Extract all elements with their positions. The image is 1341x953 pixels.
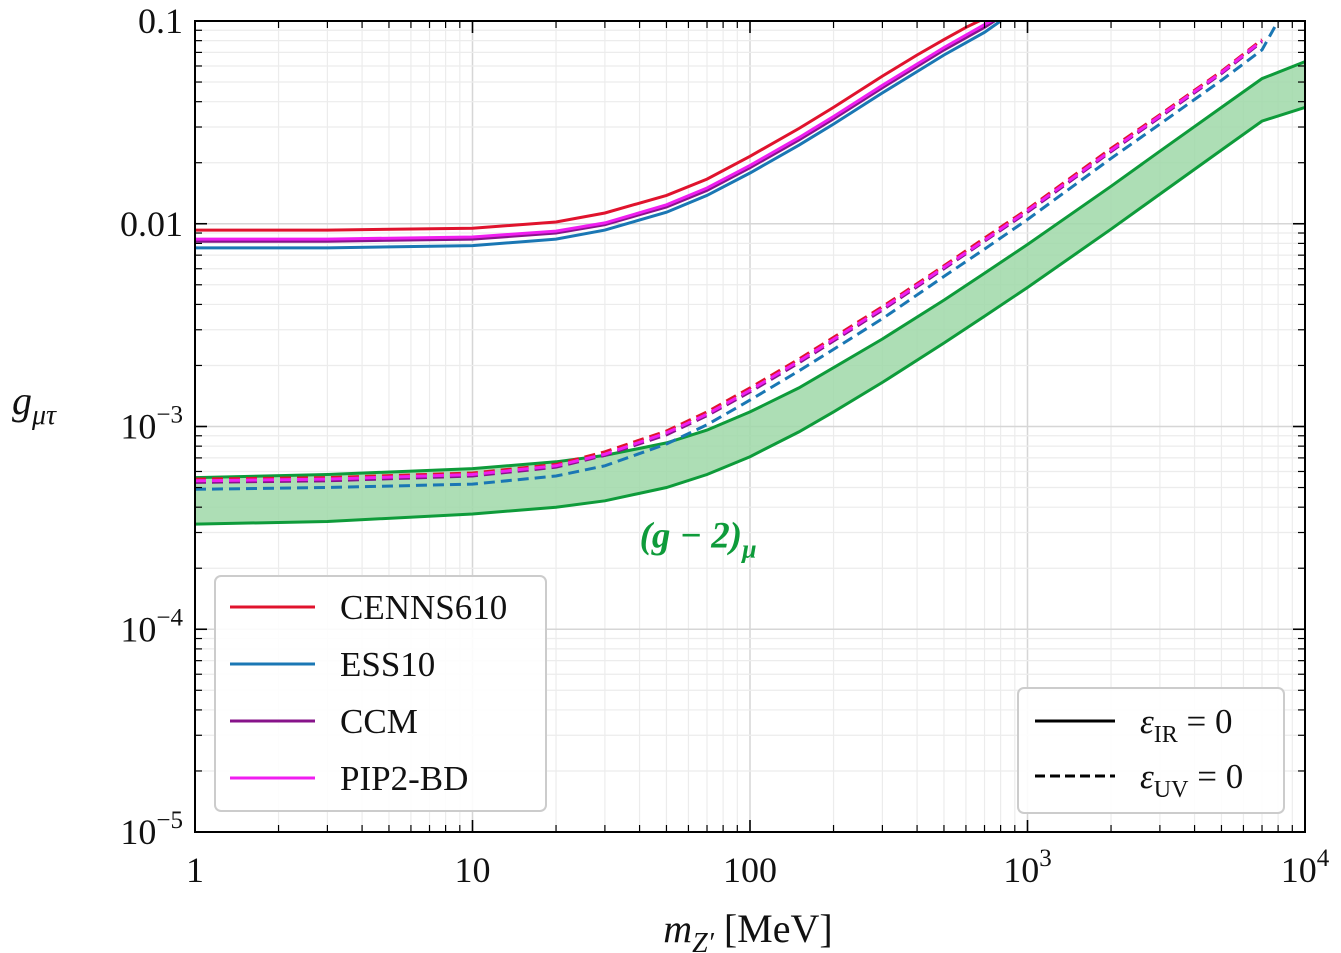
series-cenns610-solid	[195, 21, 983, 232]
legend-style-box	[1017, 687, 1285, 814]
x-tick-label: 100	[723, 850, 777, 890]
legend-style-subscript: UV	[1154, 777, 1189, 803]
series-ccm-solid	[195, 21, 996, 243]
x-tick-label-base: 100	[723, 850, 777, 890]
x-tick-label: 103	[1003, 845, 1052, 890]
y-axis-label: gμτ	[12, 378, 57, 431]
x-tick-label: 1	[186, 850, 204, 890]
y-tick-label-exp: −5	[156, 807, 183, 834]
series-pip2-bd-dashed	[195, 39, 1263, 483]
legend-style-symbol: ε	[1140, 702, 1154, 741]
series-pip2-bd-solid	[195, 21, 992, 241]
band-label: (g − 2)μ	[640, 515, 757, 563]
x-tick-label-base: 1	[186, 850, 204, 890]
x-tick-label: 104	[1281, 845, 1330, 890]
x-tick-label: 10	[455, 850, 491, 890]
x-axis-label: mZ′ [MeV]	[663, 906, 832, 953]
legend-style-label: εIR = 0	[1140, 702, 1233, 748]
series-ccm-dashed	[195, 40, 1263, 484]
y-axis-symbol: g	[12, 378, 32, 423]
x-tick-label-exp: 4	[1317, 845, 1330, 872]
y-tick-label-base: 0.01	[120, 204, 183, 244]
y-tick-label: 10−5	[120, 807, 183, 852]
y-tick-label-exp: −3	[156, 402, 183, 429]
legend-style-symbol: ε	[1140, 757, 1154, 796]
legend-series-label: CENNS610	[340, 588, 507, 627]
x-axis-subscript: Z′	[692, 928, 715, 953]
legend-series-label: PIP2-BD	[340, 759, 468, 798]
legend-series-label: ESS10	[340, 645, 435, 684]
y-tick-label-base: 10	[120, 812, 156, 852]
legend-series-label: CCM	[340, 702, 418, 741]
y-tick-label-exp: −4	[156, 604, 183, 631]
series-group	[195, 21, 1280, 491]
ticks	[194, 20, 1306, 833]
x-tick-label-base: 10	[1003, 850, 1039, 890]
band-label-main: (g − 2)	[640, 515, 743, 556]
series-ess10-dashed	[195, 21, 1280, 491]
legend-style-subscript: IR	[1154, 722, 1178, 748]
band-label-sub: μ	[740, 534, 756, 563]
series-ess10-solid	[195, 21, 1002, 250]
x-tick-label-base: 10	[1281, 850, 1317, 890]
y-tick-label: 0.1	[138, 1, 183, 41]
band-upper-line	[195, 60, 1305, 480]
y-tick-label-base: 0.1	[138, 1, 183, 41]
band-lower-line	[195, 105, 1305, 526]
legend-series: CENNS610 ESS10 CCM PIP2-BD	[214, 575, 547, 812]
y-axis-subscript: μτ	[31, 400, 57, 431]
x-axis-unit: [MeV]	[714, 906, 833, 951]
legend-style-rest: = 0	[1188, 757, 1243, 796]
x-tick-label-exp: 3	[1039, 845, 1052, 872]
y-tick-label: 10−3	[120, 402, 183, 447]
legend-style-rest: = 0	[1178, 702, 1233, 741]
y-tick-label: 0.01	[120, 204, 183, 244]
y-tick-label-base: 10	[120, 609, 156, 649]
x-axis-symbol: m	[663, 906, 692, 951]
y-tick-label: 10−4	[120, 604, 183, 649]
legend-series-box	[214, 575, 547, 812]
y-tick-label-base: 10	[120, 407, 156, 447]
x-tick-label-base: 10	[455, 850, 491, 890]
legend-style-label: εUV = 0	[1140, 757, 1243, 803]
